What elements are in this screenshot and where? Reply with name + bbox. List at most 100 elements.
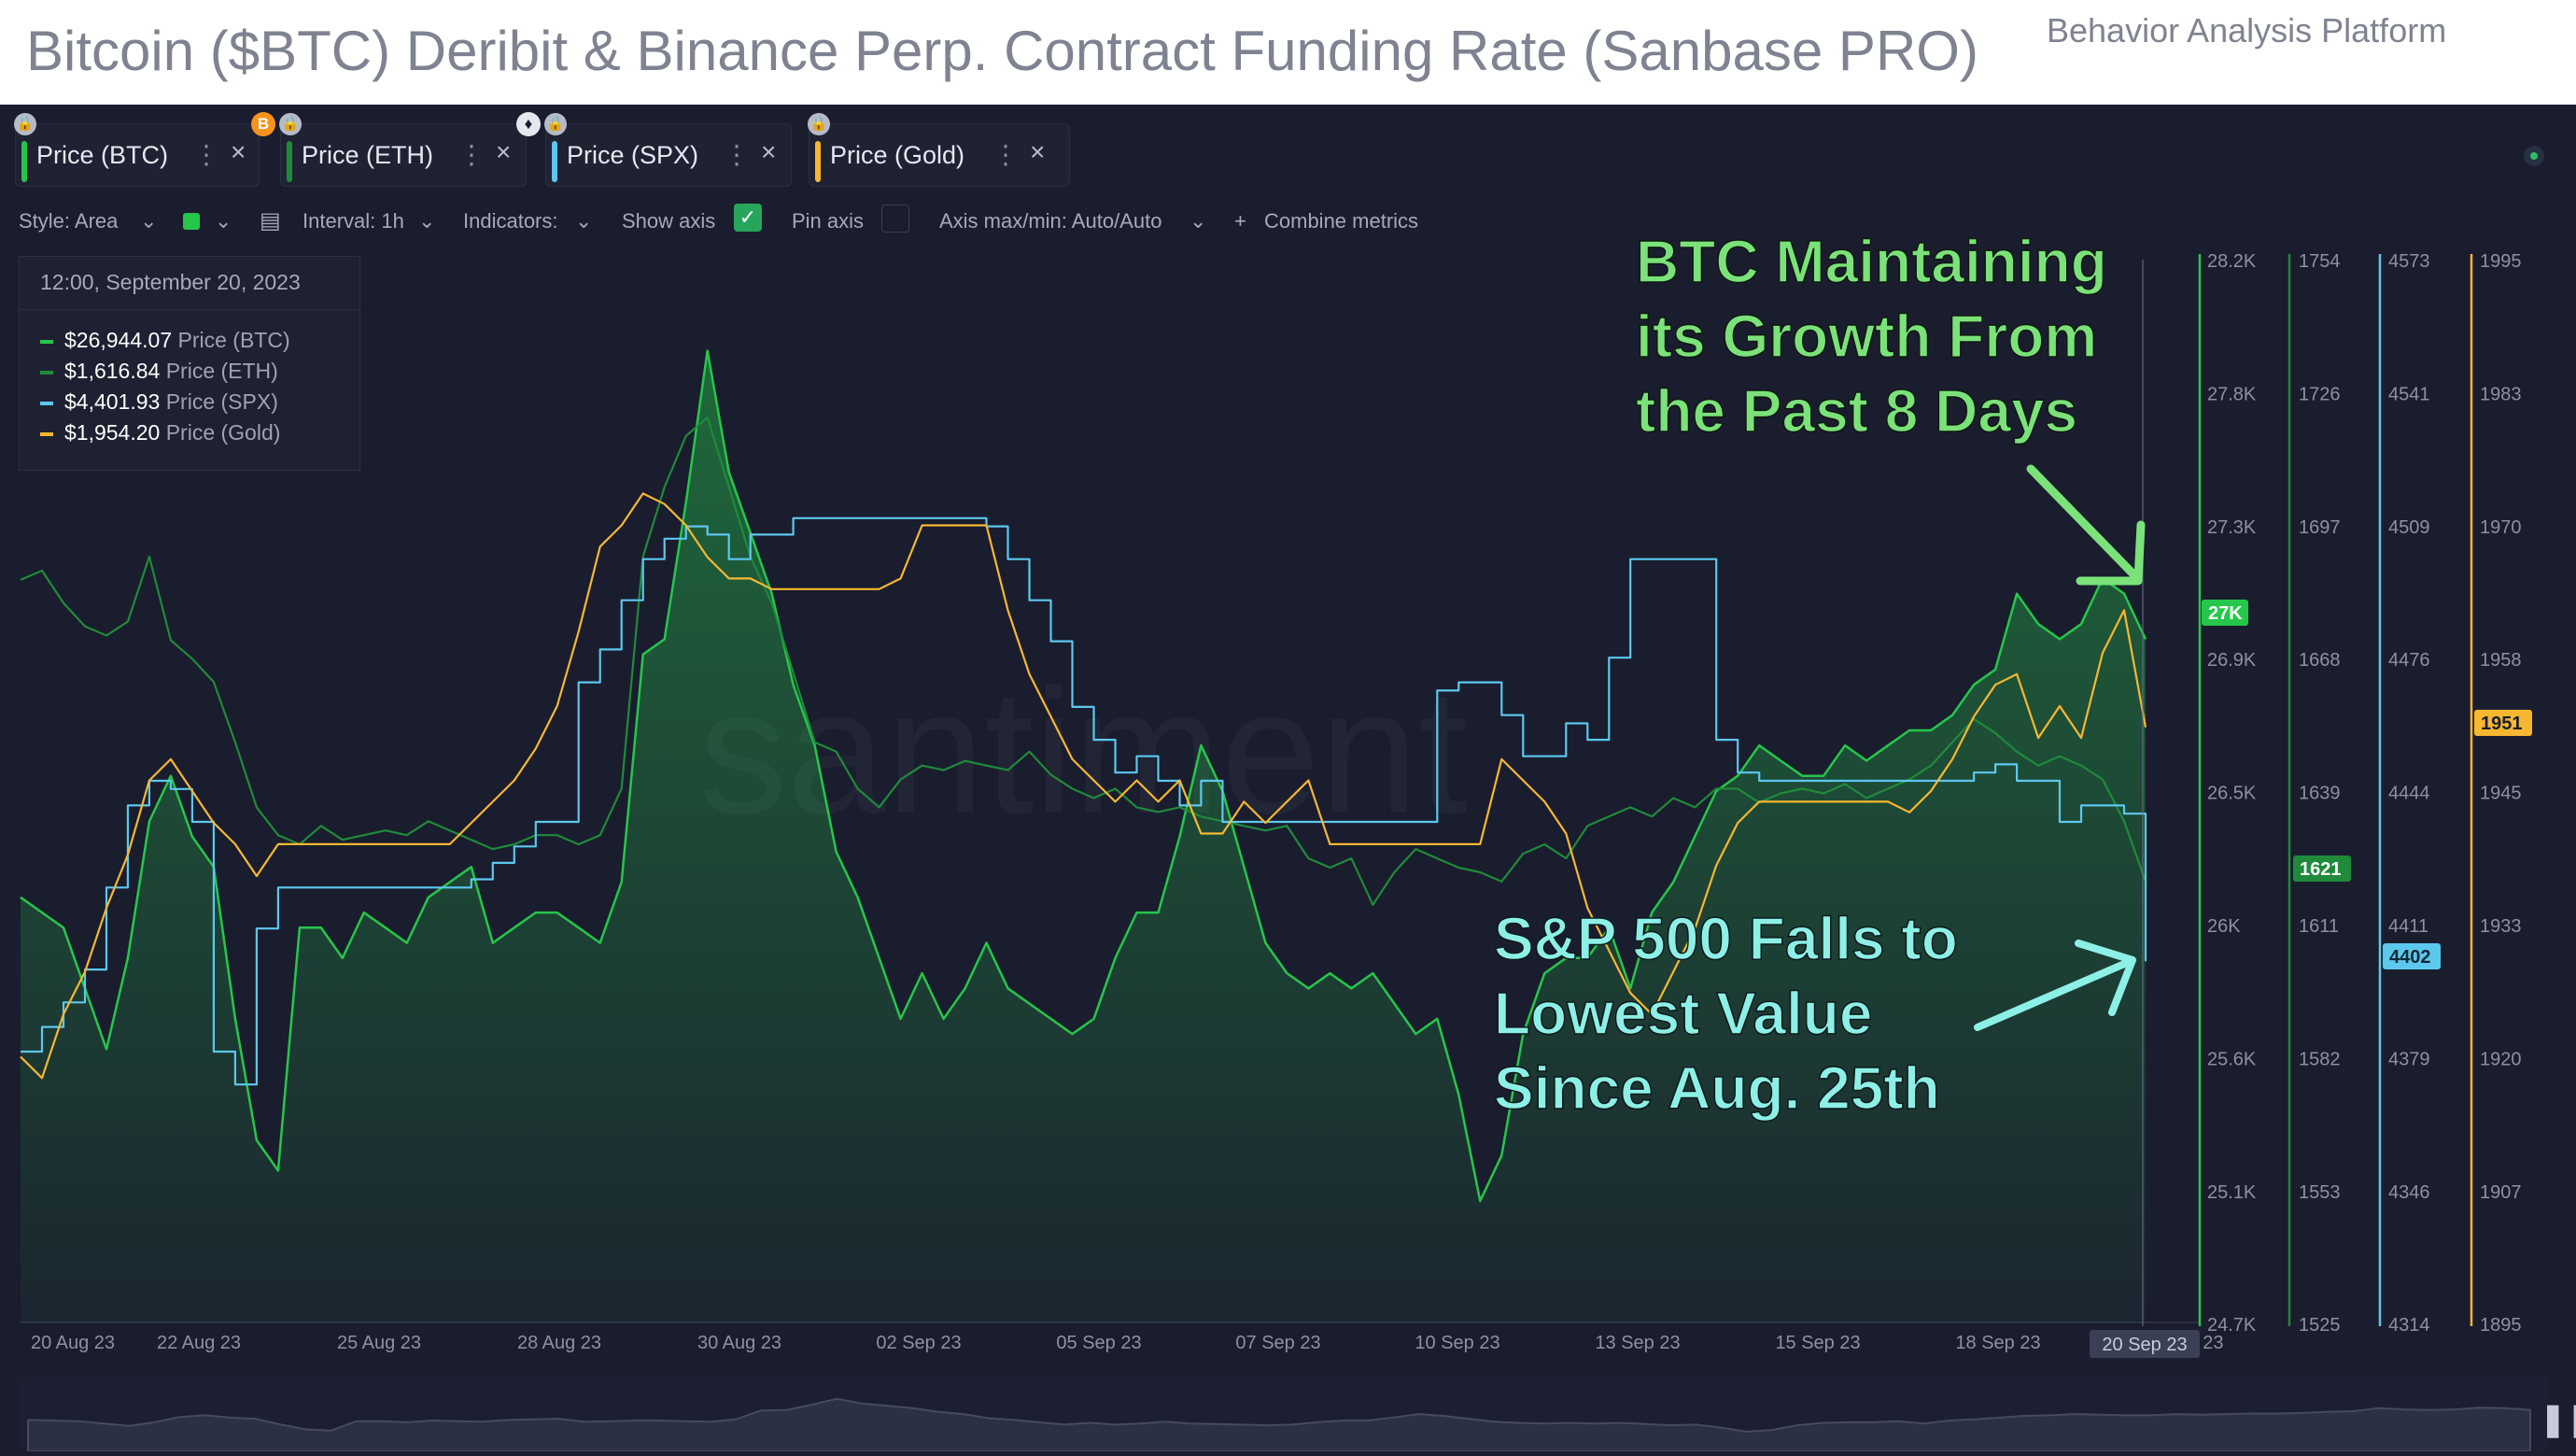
tooltip-row-btc: $26,944.07 Price (BTC) (40, 328, 290, 353)
tab-price-gold[interactable]: 🔒 Price (Gold) ⋮ × (808, 113, 1070, 187)
close-icon[interactable]: × (231, 137, 246, 166)
series-area-btc (21, 350, 2146, 1322)
y-tick-label: 25.1K (2207, 1182, 2257, 1203)
ethereum-icon: ♦ (516, 112, 541, 136)
y-tick-label: 4509 (2388, 517, 2430, 538)
y-tick-label: 4411 (2388, 916, 2428, 937)
y-tick-label: 1639 (2299, 784, 2341, 804)
y-tick-label: 4476 (2388, 650, 2430, 671)
close-icon[interactable]: × (1030, 137, 1046, 166)
annotation-arrowhead-btc (2076, 520, 2146, 586)
divider (20, 309, 359, 310)
y-tick-label: 4541 (2388, 384, 2430, 404)
tooltip-row-eth: $1,616.84 Price (ETH) (40, 359, 278, 384)
tooltip-date: 12:00, September 20, 2023 (40, 270, 301, 294)
y-tick-label: 1983 (2480, 384, 2522, 404)
y-tick-label: 1726 (2299, 384, 2341, 404)
style-select[interactable]: Style: Area (19, 209, 119, 233)
tooltip-row-gold: $1,954.20 Price (Gold) (40, 420, 280, 445)
y-tick-label: 1754 (2299, 251, 2341, 272)
tab-label: Price (BTC) (36, 141, 168, 169)
pin-axis-label: Pin axis (792, 209, 865, 233)
x-tick-label: 25 Aug 23 (337, 1333, 421, 1353)
annotation-arrow-btc (2026, 464, 2143, 584)
x-tick-label: 22 Aug 23 (157, 1333, 241, 1353)
y-tick-label: 26K (2207, 916, 2241, 937)
y-tick-label: 4314 (2388, 1315, 2430, 1336)
more-vertical-icon[interactable]: ⋮ (193, 140, 219, 169)
current-value-label: 1621 (2300, 859, 2342, 880)
current-value-label: 1951 (2481, 714, 2523, 734)
current-value-badge (2293, 855, 2351, 882)
more-vertical-icon[interactable]: ⋮ (724, 140, 750, 169)
interval-select[interactable]: Interval: 1h (303, 209, 404, 233)
y-tick-label: 28.2K (2207, 251, 2257, 272)
annotation-arrowhead-spx (2075, 940, 2136, 1016)
tab-price-spx[interactable]: 🔒 Price (SPX) ⋮ × (544, 113, 792, 187)
y-tick-label: 4379 (2388, 1049, 2430, 1069)
y-tick-label: 1958 (2480, 650, 2522, 671)
series-line-priceeth (20, 416, 2147, 906)
show-axis-checkbox[interactable]: ✓ (734, 204, 762, 232)
cursor-date-badge (2090, 1330, 2200, 1358)
tab-color-bar (815, 141, 821, 182)
annotation-btc-line: the Past 8 Days (1636, 377, 2077, 445)
pin-axis-checkbox[interactable] (881, 205, 909, 233)
y-tick-label: 1697 (2299, 517, 2341, 538)
x-tick-label: 15 Sep 23 (1775, 1333, 1860, 1353)
chevron-down-icon: ⌄ (1189, 209, 1207, 233)
combine-metrics-button[interactable]: Combine metrics (1264, 209, 1419, 233)
current-value-badge (2383, 943, 2441, 969)
calendar-icon: ▤ (260, 208, 281, 233)
navigator-series (27, 1397, 2531, 1451)
chart-tooltip: 12:00, September 20, 2023 $26,944.07 Pri… (19, 256, 360, 471)
pause-icon[interactable]: ❚❚ (2540, 1402, 2576, 1437)
x-tick-label: 05 Sep 23 (1056, 1333, 1141, 1353)
x-tick-label: 28 Aug 23 (517, 1333, 601, 1353)
cursor-date-label: 20 Sep 23 (2102, 1335, 2187, 1355)
indicators-select[interactable]: Indicators: (463, 209, 558, 233)
tab-label: Price (SPX) (567, 141, 699, 169)
series-line-pricespx (21, 516, 2147, 1086)
y-tick-label: 27.3K (2207, 517, 2257, 538)
chevron-down-icon: ⌄ (575, 209, 593, 233)
y-tick-label: 1920 (2480, 1049, 2522, 1069)
show-axis-label: Show axis (622, 209, 716, 233)
color-swatch[interactable] (183, 213, 200, 230)
x-tick-label: 20 Aug 23 (31, 1333, 115, 1353)
lock-icon: 🔒 (279, 113, 302, 135)
tab-color-bar (552, 141, 557, 182)
x-tick-label: 18 Sep 23 (1955, 1333, 2040, 1353)
close-icon[interactable]: × (496, 137, 512, 166)
x-tick-label: 10 Sep 23 (1415, 1333, 1499, 1353)
y-tick-label: 1582 (2299, 1049, 2341, 1069)
tab-price-eth[interactable]: 🔒 ♦ Price (ETH) ⋮ × (279, 112, 541, 187)
current-value-label: 27K (2208, 603, 2243, 624)
y-tick-label: 1907 (2480, 1182, 2522, 1203)
y-tick-label: 1525 (2299, 1315, 2341, 1336)
tab-price-btc[interactable]: 🔒 B Price (BTC) ⋮ × (14, 112, 275, 187)
chevron-down-icon: ⌄ (418, 209, 436, 233)
y-tick-label: 1895 (2480, 1315, 2522, 1336)
lock-icon: 🔒 (544, 113, 567, 135)
axis-minmax-select[interactable]: Axis max/min: Auto/Auto (939, 209, 1162, 233)
y-tick-label: 1668 (2299, 650, 2341, 671)
y-tick-label: 4346 (2388, 1182, 2430, 1203)
more-vertical-icon[interactable]: ⋮ (458, 140, 485, 169)
y-tick-label: 1995 (2480, 251, 2522, 272)
chart-navigator[interactable] (19, 1377, 2549, 1451)
y-tick-label: 26.5K (2207, 784, 2257, 804)
y-tick-label: 27.8K (2207, 384, 2257, 404)
annotation-spx-line: S&P 500 Falls to (1494, 905, 1958, 972)
tooltip-row-spx: $4,401.93 Price (SPX) (40, 389, 278, 415)
series-line-pricegold (20, 492, 2147, 1080)
annotation-btc-line: its Growth From (1636, 303, 2097, 370)
status-dot (2524, 146, 2544, 166)
close-icon[interactable]: × (761, 137, 777, 166)
y-tick-label: 1970 (2480, 517, 2522, 538)
y-tick-label: 1933 (2480, 916, 2522, 937)
more-vertical-icon[interactable]: ⋮ (992, 140, 1019, 169)
y-tick-label: 1611 (2299, 916, 2339, 937)
tab-label: Price (Gold) (830, 141, 965, 169)
